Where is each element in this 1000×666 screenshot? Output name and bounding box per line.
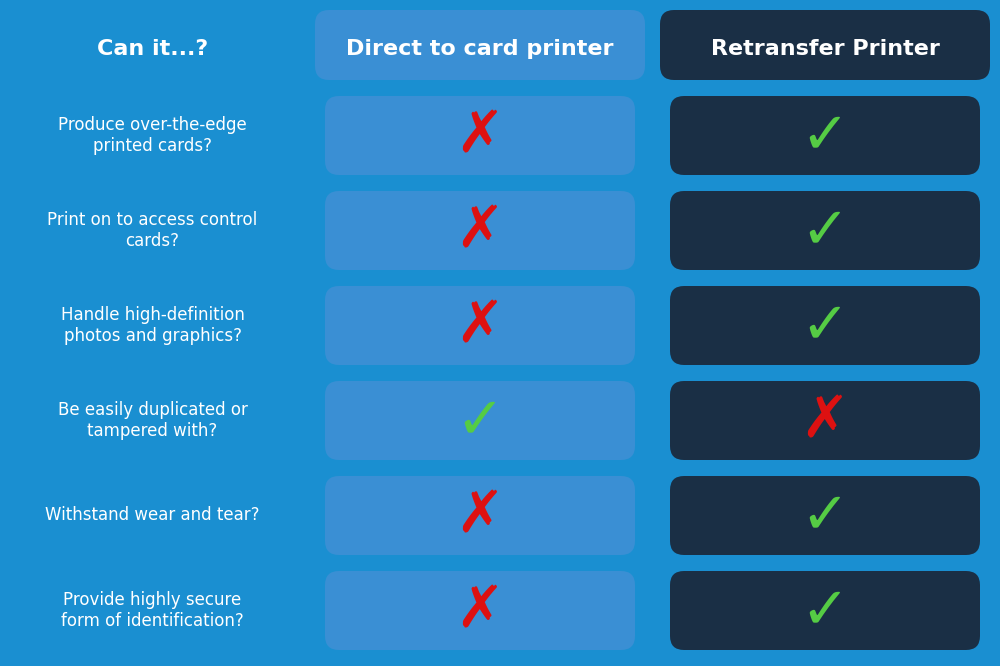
- FancyBboxPatch shape: [670, 381, 980, 460]
- Text: Print on to access control
cards?: Print on to access control cards?: [47, 211, 258, 250]
- Text: Withstand wear and tear?: Withstand wear and tear?: [45, 507, 260, 525]
- FancyBboxPatch shape: [315, 10, 645, 80]
- Text: ✓: ✓: [456, 392, 504, 449]
- Text: Be easily duplicated or
tampered with?: Be easily duplicated or tampered with?: [58, 401, 247, 440]
- Text: ✓: ✓: [801, 297, 849, 354]
- FancyBboxPatch shape: [325, 571, 635, 650]
- FancyBboxPatch shape: [670, 476, 980, 555]
- FancyBboxPatch shape: [325, 476, 635, 555]
- FancyBboxPatch shape: [325, 381, 635, 460]
- Text: Provide highly secure
form of identification?: Provide highly secure form of identifica…: [61, 591, 244, 630]
- FancyBboxPatch shape: [670, 96, 980, 175]
- Text: ✓: ✓: [801, 202, 849, 259]
- Text: ✗: ✗: [456, 487, 504, 544]
- Text: ✗: ✗: [456, 107, 504, 164]
- Text: ✓: ✓: [801, 107, 849, 164]
- Text: ✗: ✗: [456, 297, 504, 354]
- Text: ✗: ✗: [801, 392, 849, 449]
- FancyBboxPatch shape: [325, 191, 635, 270]
- FancyBboxPatch shape: [325, 96, 635, 175]
- FancyBboxPatch shape: [670, 571, 980, 650]
- Text: Retransfer Printer: Retransfer Printer: [711, 39, 939, 59]
- Text: Can it...?: Can it...?: [97, 39, 208, 59]
- FancyBboxPatch shape: [325, 286, 635, 365]
- Text: ✓: ✓: [801, 487, 849, 544]
- Text: Produce over-the-edge
printed cards?: Produce over-the-edge printed cards?: [58, 116, 247, 155]
- Text: Handle high-definition
photos and graphics?: Handle high-definition photos and graphi…: [61, 306, 244, 345]
- Text: ✗: ✗: [456, 582, 504, 639]
- FancyBboxPatch shape: [660, 10, 990, 80]
- Text: ✗: ✗: [456, 202, 504, 259]
- FancyBboxPatch shape: [670, 286, 980, 365]
- Text: ✓: ✓: [801, 582, 849, 639]
- FancyBboxPatch shape: [670, 191, 980, 270]
- Text: Direct to card printer: Direct to card printer: [346, 39, 614, 59]
